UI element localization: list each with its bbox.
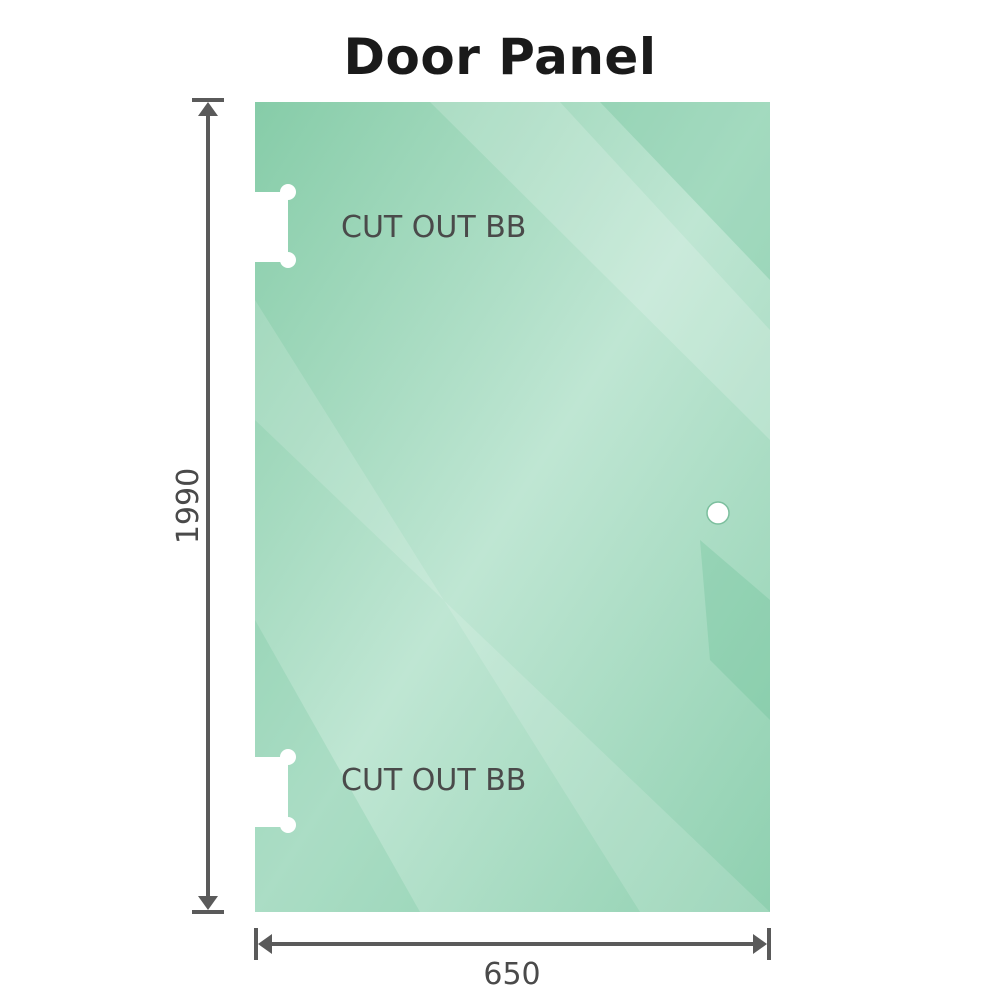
top-cutout bbox=[250, 184, 296, 268]
cutout-bottom-label: CUT OUT BB bbox=[341, 763, 526, 798]
width-dimension: 650 bbox=[254, 928, 771, 992]
height-label: 1990 bbox=[171, 468, 206, 544]
bottom-cutout bbox=[250, 749, 296, 833]
width-label: 650 bbox=[483, 957, 540, 992]
height-dimension: 1990 bbox=[171, 98, 224, 914]
glass-panel: CUT OUT BB CUT OUT BB bbox=[250, 102, 770, 912]
cutout-top-label: CUT OUT BB bbox=[341, 210, 526, 245]
diagram-title: Door Panel bbox=[343, 28, 657, 86]
glass-reflections bbox=[255, 102, 770, 912]
handle-hole bbox=[706, 501, 730, 525]
